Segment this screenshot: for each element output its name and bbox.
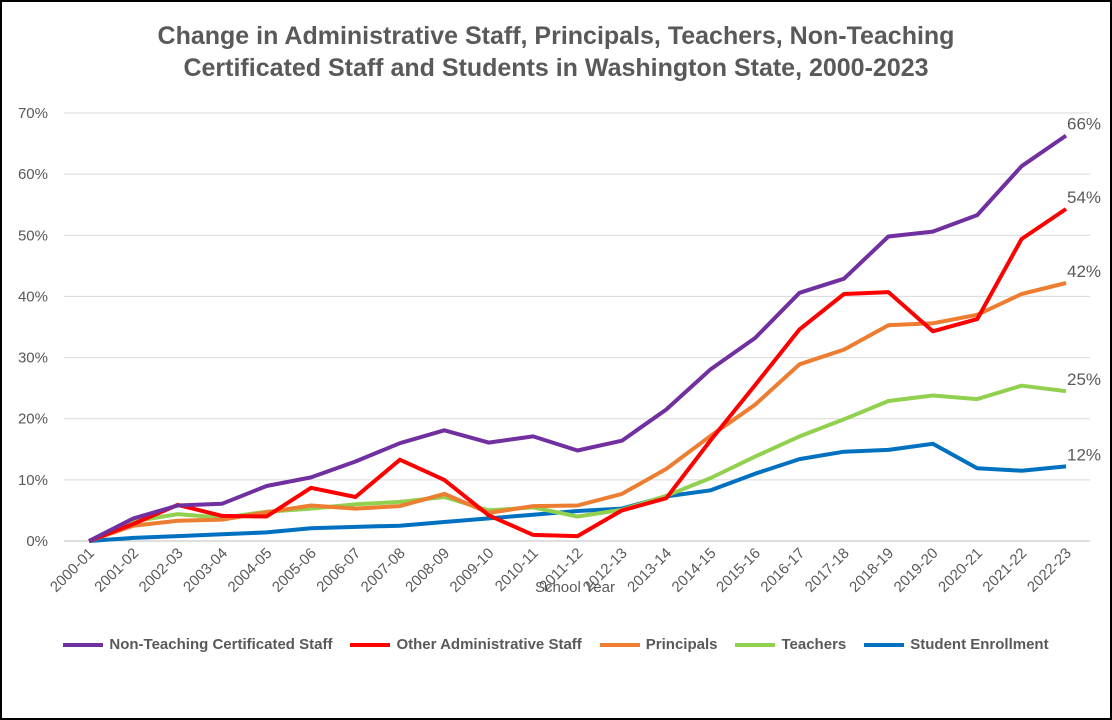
x-tick-label: 2007-08 (358, 545, 409, 596)
end-value-label: 25% (1067, 370, 1101, 389)
gridlines (64, 112, 1090, 542)
x-tick-label: 2002-03 (136, 545, 187, 596)
y-tick-label: 40% (18, 288, 48, 305)
x-tick-label: 2006-07 (313, 545, 364, 596)
legend-item: Student Enrollment (864, 636, 1049, 653)
x-tick-label: 2018-19 (846, 545, 897, 596)
x-tick-label: 2017-18 (802, 545, 853, 596)
chart-title-line1: Change in Administrative Staff, Principa… (157, 22, 955, 50)
legend-swatch (63, 642, 104, 647)
x-tick-label: 2021-22 (979, 545, 1030, 596)
x-tick-label: 2009-10 (447, 545, 498, 596)
x-tick-label: 2000-01 (47, 545, 98, 596)
end-value-label: 66% (1067, 115, 1101, 134)
series-line-non-teaching-certificated-staff (88, 133, 1068, 543)
legend-label: Other Administrative Staff (396, 636, 582, 653)
chart-title: Change in Administrative Staff, Principa… (0, 20, 1112, 84)
end-value-label: 42% (1067, 262, 1101, 281)
y-axis-ticks: 0% 10% 20% 30% 40% 50% 60% 70% (18, 105, 48, 550)
x-tick-label: 2020-21 (935, 545, 986, 596)
legend-label: Teachers (781, 636, 847, 653)
x-tick-label: 2005-06 (269, 545, 320, 596)
y-tick-label: 10% (18, 472, 48, 489)
x-tick-label: 2003-04 (180, 545, 231, 596)
legend-swatch (735, 642, 776, 647)
legend-item: Principals (599, 636, 718, 653)
x-tick-label: 2015-16 (713, 545, 764, 596)
legend-label: Principals (645, 636, 718, 653)
series-line-other-administrative-staff (88, 207, 1068, 543)
legend-item: Non-Teaching Certificated Staff (63, 636, 332, 653)
legend-item: Teachers (735, 636, 846, 653)
legend-swatch (864, 642, 905, 647)
end-labels: 66% 54% 42% 25% 12% (1067, 115, 1101, 465)
chart-title-line2: Certificated Staff and Students in Washi… (183, 54, 929, 82)
legend: Non-Teaching Certificated Staff Other Adm… (0, 636, 1112, 653)
y-tick-label: 60% (18, 166, 48, 183)
x-tick-label: 2019-20 (891, 545, 942, 596)
x-tick-label: 2016-17 (757, 545, 808, 596)
x-axis-label: School Year (535, 579, 615, 596)
x-tick-label: 2008-09 (402, 545, 453, 596)
legend-item: Other Administrative Staff (350, 636, 582, 653)
x-tick-label: 2014-15 (669, 545, 720, 596)
y-tick-label: 30% (18, 350, 48, 367)
y-tick-label: 0% (26, 533, 48, 550)
legend-swatch (599, 642, 640, 647)
legend-swatch (350, 642, 391, 647)
y-tick-label: 70% (18, 105, 48, 122)
y-tick-label: 50% (18, 227, 48, 244)
x-tick-label: 2004-05 (225, 545, 276, 596)
legend-label: Non-Teaching Certificated Staff (109, 636, 333, 653)
end-value-label: 12% (1067, 445, 1101, 464)
x-tick-label: 2001-02 (91, 545, 142, 596)
end-value-label: 54% (1067, 188, 1101, 207)
series-line-student-enrollment (88, 441, 1067, 543)
y-tick-label: 20% (18, 411, 48, 428)
x-tick-label: 2022-23 (1024, 545, 1075, 596)
x-tick-label: 2013-14 (624, 545, 675, 596)
series-lines (88, 133, 1068, 543)
legend-label: Student Enrollment (910, 636, 1049, 653)
